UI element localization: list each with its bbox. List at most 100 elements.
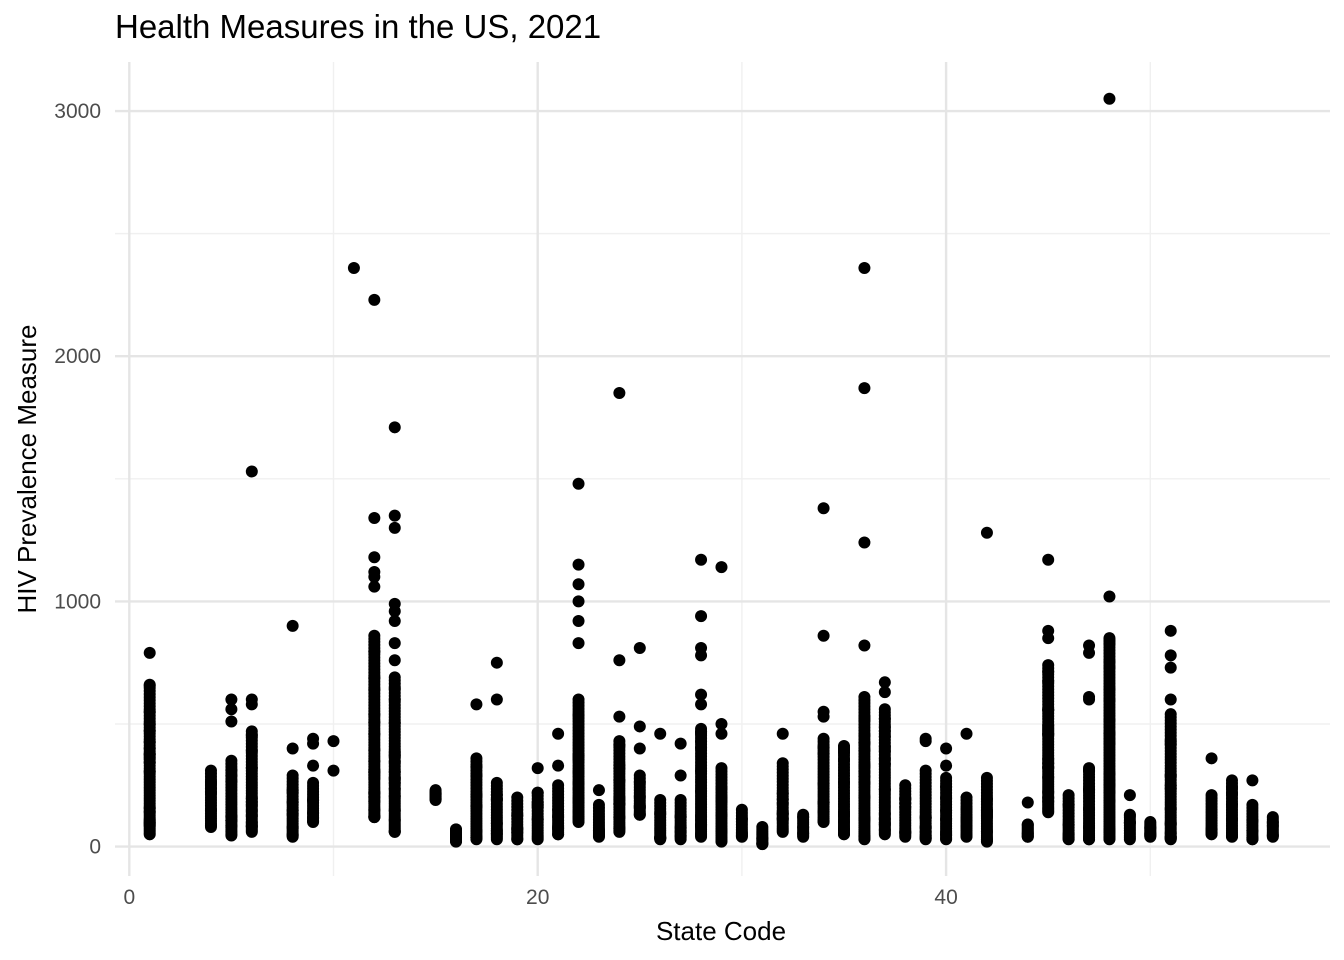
data-point xyxy=(143,646,156,659)
data-point xyxy=(1042,786,1055,799)
data-point xyxy=(490,793,503,806)
data-point xyxy=(715,717,728,730)
data-point xyxy=(368,683,381,696)
data-point xyxy=(1225,813,1238,826)
data-point xyxy=(572,693,585,706)
data-point xyxy=(1042,675,1055,688)
data-point xyxy=(1123,789,1136,802)
data-point xyxy=(531,796,544,809)
data-point xyxy=(143,765,156,778)
data-point xyxy=(286,828,299,841)
y-tick-label: 3000 xyxy=(54,100,101,123)
data-point xyxy=(817,705,830,718)
data-point xyxy=(695,727,708,740)
data-point xyxy=(1164,768,1177,781)
data-point xyxy=(899,779,912,792)
data-point xyxy=(1042,795,1055,808)
data-point xyxy=(245,761,258,774)
data-point xyxy=(204,804,217,817)
data-point xyxy=(572,709,585,722)
data-point xyxy=(940,780,953,793)
data-point xyxy=(633,742,646,755)
data-point xyxy=(1164,831,1177,844)
data-point xyxy=(286,769,299,782)
data-point xyxy=(1083,691,1096,704)
data-point xyxy=(715,762,728,775)
x-tick-label: 40 xyxy=(934,886,957,909)
data-point xyxy=(572,766,585,779)
data-point xyxy=(245,744,258,757)
data-point xyxy=(1042,771,1055,784)
x-tick-label: 0 xyxy=(123,886,135,909)
data-point xyxy=(858,261,871,274)
data-point xyxy=(776,757,789,770)
data-point xyxy=(695,810,708,823)
data-point xyxy=(1103,92,1116,105)
data-point xyxy=(388,509,401,522)
data-point xyxy=(1042,703,1055,716)
data-point xyxy=(225,754,238,767)
data-point xyxy=(470,788,483,801)
data-point xyxy=(1123,816,1136,829)
data-point xyxy=(980,771,993,784)
data-point xyxy=(225,693,238,706)
data-point xyxy=(1144,821,1157,834)
data-point xyxy=(572,749,585,762)
data-point xyxy=(878,783,891,796)
data-point xyxy=(286,804,299,817)
data-point xyxy=(388,813,401,826)
data-point xyxy=(1021,796,1034,809)
data-point xyxy=(368,755,381,768)
y-tick-label: 1000 xyxy=(54,590,101,613)
data-points xyxy=(143,92,1279,851)
data-point xyxy=(368,811,381,824)
data-point xyxy=(490,776,503,789)
data-point xyxy=(388,716,401,729)
data-point xyxy=(1083,764,1096,777)
data-point xyxy=(204,819,217,832)
data-point xyxy=(715,809,728,822)
data-point xyxy=(368,629,381,642)
data-point xyxy=(858,813,871,826)
data-point xyxy=(940,742,953,755)
data-point xyxy=(919,732,932,745)
data-point xyxy=(470,800,483,813)
data-point xyxy=(1225,781,1238,794)
data-point xyxy=(286,619,299,632)
data-point xyxy=(940,813,953,826)
data-point xyxy=(388,790,401,803)
data-point xyxy=(838,741,850,754)
data-point xyxy=(817,805,830,818)
data-point xyxy=(878,721,891,734)
data-point xyxy=(919,764,932,777)
data-point xyxy=(1164,734,1177,747)
data-point xyxy=(531,813,544,826)
data-point xyxy=(388,597,401,610)
data-point xyxy=(286,742,299,755)
data-point xyxy=(1164,693,1177,706)
data-point xyxy=(1164,661,1177,674)
data-point xyxy=(368,551,381,564)
data-point xyxy=(470,824,483,837)
data-point xyxy=(695,741,708,754)
data-point xyxy=(388,671,401,684)
data-point xyxy=(1103,655,1116,668)
data-point xyxy=(940,791,953,804)
data-point xyxy=(878,758,891,771)
data-point xyxy=(654,727,667,740)
data-point xyxy=(980,811,993,824)
data-point xyxy=(1042,719,1055,732)
data-point xyxy=(1246,798,1259,811)
data-point xyxy=(143,705,156,718)
data-point xyxy=(1103,714,1116,727)
data-point xyxy=(143,679,156,692)
data-point xyxy=(674,829,687,842)
chart-title: Health Measures in the US, 2021 xyxy=(115,8,601,45)
data-point xyxy=(1103,590,1116,603)
data-point xyxy=(899,826,912,839)
data-point xyxy=(531,786,544,799)
data-point xyxy=(450,834,463,847)
data-point xyxy=(450,823,463,836)
data-point xyxy=(572,792,585,805)
